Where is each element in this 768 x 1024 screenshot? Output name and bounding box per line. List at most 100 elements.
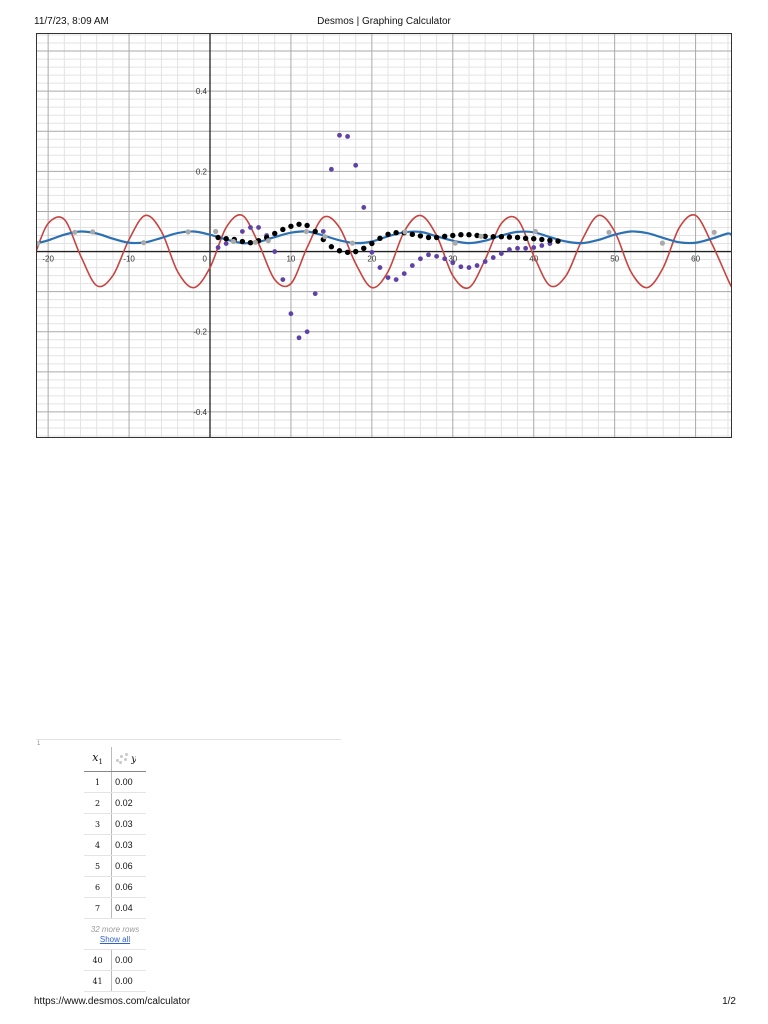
black-point[interactable] — [377, 235, 383, 242]
data-table[interactable]: x1 y 10.0020.0230.0340.0350.0660.0670.04… — [84, 747, 146, 992]
black-point[interactable] — [522, 235, 529, 242]
purple-point[interactable] — [539, 243, 545, 248]
black-point[interactable] — [304, 222, 310, 229]
black-point[interactable] — [539, 236, 545, 243]
purple-point[interactable] — [361, 205, 367, 210]
purple-point[interactable] — [393, 277, 399, 283]
black-point[interactable] — [547, 237, 553, 244]
gray-point[interactable] — [711, 229, 717, 235]
table-header-x[interactable]: x1 — [84, 747, 113, 772]
gray-point[interactable] — [478, 233, 484, 239]
black-point[interactable] — [288, 223, 294, 229]
black-point[interactable] — [531, 236, 537, 242]
table-cell-y[interactable]: 0.00 — [111, 771, 146, 793]
table-row[interactable]: 7 0.04 — [84, 897, 146, 919]
black-point[interactable] — [272, 230, 278, 237]
purple-point[interactable] — [248, 225, 253, 230]
black-point[interactable] — [361, 245, 367, 252]
purple-point[interactable] — [239, 229, 245, 234]
purple-point[interactable] — [223, 241, 229, 246]
black-point[interactable] — [223, 236, 229, 242]
table-cell-x[interactable]: 2 — [84, 792, 113, 814]
black-point[interactable] — [482, 233, 488, 240]
table-cell-x[interactable]: 5 — [84, 855, 113, 877]
gray-point[interactable] — [532, 228, 538, 235]
black-point[interactable] — [417, 233, 424, 239]
red-curve[interactable] — [36, 214, 732, 290]
gray-point[interactable] — [402, 229, 408, 235]
black-point[interactable] — [433, 234, 440, 241]
purple-point[interactable] — [474, 263, 480, 268]
table-cell-y[interactable]: 0.03 — [111, 834, 146, 856]
black-point[interactable] — [352, 248, 359, 255]
table-cell-y[interactable]: 0.00 — [111, 970, 146, 992]
graph-canvas[interactable]: -20 -10 0 10 20 30 40 50 60 0.4 0.2 -0.2 -0.4 — [36, 33, 732, 438]
table-header-y[interactable]: y — [111, 747, 146, 772]
purple-point[interactable] — [288, 311, 294, 317]
table-cell-x[interactable]: 7 — [84, 897, 113, 919]
table-row[interactable]: 4 0.03 — [84, 834, 146, 856]
black-point[interactable] — [296, 221, 302, 227]
purple-point[interactable] — [215, 245, 221, 250]
black-point[interactable] — [450, 232, 456, 239]
table-cell-x[interactable]: 3 — [84, 813, 113, 835]
purple-point[interactable] — [507, 247, 512, 252]
purple-point[interactable] — [312, 291, 318, 297]
table-row[interactable]: 6 0.06 — [84, 876, 146, 898]
black-point[interactable] — [239, 238, 246, 245]
purple-point[interactable] — [353, 162, 359, 168]
table-cell-x[interactable]: 41 — [84, 970, 113, 992]
table-row[interactable]: 2 0.02 — [84, 792, 146, 814]
black-point[interactable] — [466, 231, 472, 238]
table-cell-x[interactable]: 4 — [84, 834, 113, 856]
purple-point[interactable] — [328, 166, 334, 172]
gray-point[interactable] — [141, 240, 147, 246]
table-cell-y[interactable]: 0.06 — [111, 855, 146, 877]
black-point[interactable] — [498, 234, 505, 240]
gray-point[interactable] — [606, 229, 612, 235]
black-point[interactable] — [344, 249, 351, 256]
purple-point[interactable] — [256, 225, 261, 230]
purple-point[interactable] — [466, 265, 472, 270]
table-row[interactable]: 1 0.00 — [84, 771, 146, 793]
gray-point[interactable] — [659, 240, 666, 246]
gray-point[interactable] — [230, 238, 237, 245]
gray-point[interactable] — [72, 229, 78, 235]
gray-point[interactable] — [185, 229, 191, 235]
black-point[interactable] — [506, 234, 513, 240]
purple-point[interactable] — [450, 260, 456, 266]
purple-point[interactable] — [320, 229, 326, 234]
purple-point[interactable] — [385, 275, 391, 281]
table-row[interactable]: 3 0.03 — [84, 813, 146, 835]
black-point[interactable] — [425, 234, 432, 241]
purple-point[interactable] — [272, 249, 278, 254]
purple-point[interactable] — [377, 265, 383, 270]
black-point[interactable] — [369, 240, 375, 247]
black-point[interactable] — [280, 226, 286, 233]
purple-point[interactable] — [490, 255, 496, 260]
purple-point[interactable] — [418, 256, 423, 262]
purple-point[interactable] — [280, 277, 286, 283]
purple-point[interactable] — [482, 259, 488, 264]
gray-point[interactable] — [252, 239, 258, 245]
black-point[interactable] — [247, 240, 254, 246]
black-point[interactable] — [409, 231, 416, 237]
black-point[interactable] — [312, 228, 318, 235]
purple-point[interactable] — [369, 249, 375, 255]
show-all-link[interactable]: Show all — [99, 934, 131, 944]
purple-point[interactable] — [409, 263, 415, 268]
table-cell-x[interactable]: 1 — [84, 771, 113, 793]
black-point[interactable] — [336, 248, 343, 254]
black-point[interactable] — [474, 232, 480, 239]
gray-point[interactable] — [213, 228, 219, 235]
purple-point[interactable] — [442, 256, 448, 262]
purple-point[interactable] — [296, 335, 302, 341]
table-row[interactable]: 40 0.00 — [84, 949, 146, 971]
purple-point[interactable] — [458, 264, 464, 270]
table-cell-y[interactable]: 0.03 — [111, 813, 146, 835]
table-cell-y[interactable]: 0.06 — [111, 876, 146, 898]
gray-point[interactable] — [90, 229, 96, 235]
gray-point[interactable] — [303, 228, 309, 235]
black-point[interactable] — [215, 234, 221, 241]
black-point[interactable] — [441, 233, 448, 240]
